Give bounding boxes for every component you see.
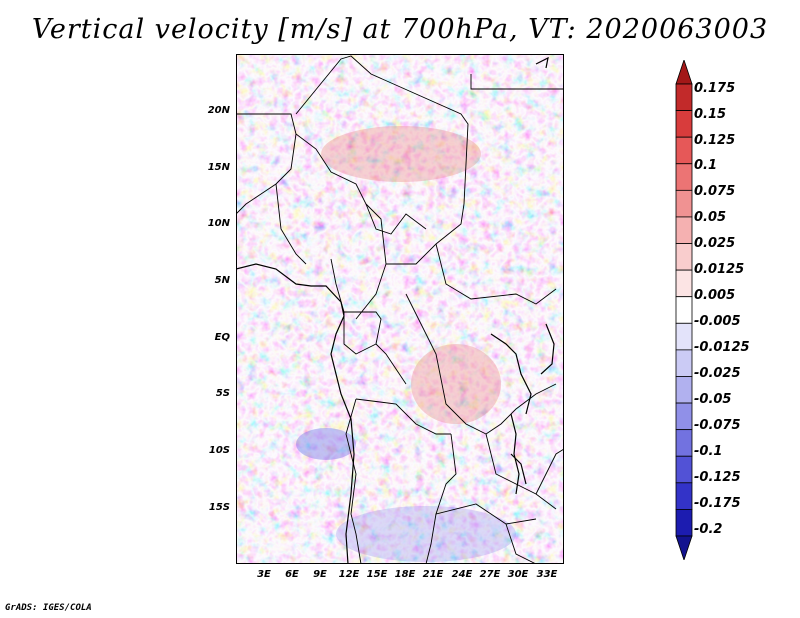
coastline xyxy=(236,56,555,564)
colorbar-swatch xyxy=(675,60,693,85)
colorbar-swatch xyxy=(675,136,693,165)
colorbar-swatch xyxy=(675,243,693,271)
lon-label-9e: 9E xyxy=(313,569,327,580)
colorbar-label: -0.025 xyxy=(694,366,741,381)
colorbar-label: 0.05 xyxy=(694,210,727,225)
colorbar-swatch xyxy=(675,535,693,560)
colorbar-label: -0.1 xyxy=(694,444,723,459)
lat-label-5n: 5N xyxy=(214,275,230,286)
lat-label-20n: 20N xyxy=(207,105,230,116)
lon-label-33e: 33E xyxy=(536,569,558,580)
colorbar-swatch xyxy=(675,376,693,404)
descent-area-south xyxy=(336,506,516,562)
colorbar-swatch xyxy=(675,189,693,218)
colorbar-swatch xyxy=(675,269,693,298)
velocity-field xyxy=(236,54,564,564)
colorbar-label: 0.125 xyxy=(694,133,736,148)
colorbar-label: -0.075 xyxy=(694,418,741,433)
colorbar-swatch xyxy=(675,163,693,191)
lon-label-18e: 18E xyxy=(394,569,416,580)
colorbar-label: -0.125 xyxy=(694,470,741,485)
colorbar-label: 0.025 xyxy=(694,236,736,251)
ascent-area-sahel xyxy=(321,126,481,182)
colorbar-swatch xyxy=(675,83,693,111)
colorbar-swatch xyxy=(675,110,693,138)
colorbar-label: -0.2 xyxy=(694,522,723,537)
lat-label-10n: 10N xyxy=(207,218,230,229)
colorbar-label: 0.005 xyxy=(694,288,736,303)
lat-label-15n: 15N xyxy=(207,162,230,173)
colorbar-label: 0.075 xyxy=(694,184,736,199)
colorbar-label: -0.175 xyxy=(694,496,741,511)
colorbar-label: -0.005 xyxy=(694,314,741,329)
lon-label-21e: 21E xyxy=(422,569,444,580)
colorbar-swatch xyxy=(675,509,693,537)
lon-label-3e: 3E xyxy=(257,569,271,580)
country-borders xyxy=(236,55,564,564)
colorbar xyxy=(675,60,693,560)
map-frame xyxy=(236,54,564,564)
colorbar-label: -0.0125 xyxy=(694,340,750,355)
colorbar-swatch xyxy=(675,482,693,510)
colorbar-label: 0.15 xyxy=(694,107,727,122)
lon-label-12e: 12E xyxy=(338,569,360,580)
descent-area-atlantic xyxy=(296,428,356,460)
lon-label-6e: 6E xyxy=(285,569,299,580)
colorbar-label: 0.0125 xyxy=(694,262,745,277)
colorbar-swatch xyxy=(675,402,693,431)
map-title: Vertical velocity [m/s] at 700hPa, VT: 2… xyxy=(31,14,769,45)
colorbar-label: -0.05 xyxy=(694,392,732,407)
lon-label-24e: 24E xyxy=(451,569,473,580)
vertical-velocity-map xyxy=(236,54,564,564)
lat-label-15s: 15S xyxy=(208,502,230,513)
colorbar-label: 0.1 xyxy=(694,158,718,173)
lat-label-eq: EQ xyxy=(214,332,230,343)
lon-label-15e: 15E xyxy=(366,569,388,580)
colorbar-swatch xyxy=(675,349,693,377)
ascent-area-congo xyxy=(411,344,501,424)
colorbar-label: 0.175 xyxy=(694,81,736,96)
lon-label-30e: 30E xyxy=(507,569,529,580)
colorbar-swatch xyxy=(675,216,693,244)
colorbar-swatch xyxy=(675,296,693,324)
colorbar-swatch xyxy=(675,455,693,484)
lat-label-10s: 10S xyxy=(208,445,230,456)
colorbar-swatch xyxy=(675,322,693,351)
lon-label-27e: 27E xyxy=(479,569,501,580)
lat-label-5s: 5S xyxy=(215,388,230,399)
grads-credit: GrADS: IGES/COLA xyxy=(5,603,92,613)
colorbar-swatch xyxy=(675,429,693,457)
